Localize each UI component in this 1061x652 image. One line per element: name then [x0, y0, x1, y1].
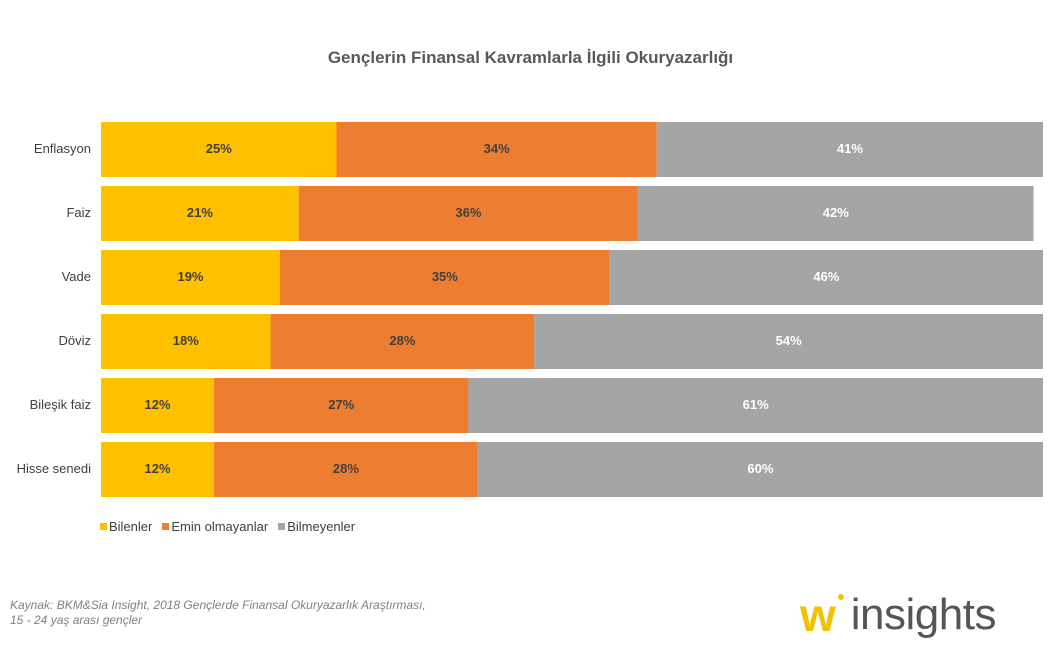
bar-segment-faiz-3	[637, 186, 1034, 241]
bar-segment-bileşik-faiz-1	[101, 378, 215, 433]
data-label: 12%	[145, 461, 171, 476]
legend-label: Bilenler	[109, 519, 153, 534]
source-line-2: 15 - 24 yaş arası gençler	[10, 613, 143, 627]
chart-title: Gençlerin Finansal Kavramlarla İlgili Ok…	[327, 48, 734, 67]
bar-segment-vade-3	[609, 250, 1043, 305]
data-label: 46%	[813, 269, 839, 284]
source-line-1: Kaynak: BKM&Sia Insight, 2018 Gençlerde …	[10, 598, 426, 612]
data-label: 12%	[145, 397, 171, 412]
data-label: 28%	[333, 461, 359, 476]
data-label: 19%	[177, 269, 203, 284]
bar-segment-vade-2	[279, 250, 610, 305]
category-label: Enflasyon	[34, 141, 91, 156]
source-note: Kaynak: BKM&Sia Insight, 2018 Gençlerde …	[10, 598, 426, 628]
logo-text: insights	[850, 590, 997, 639]
data-label: 42%	[823, 205, 849, 220]
stacked-bar-chart: Enflasyon 25% 34% 41% Faiz 21% 36% 42% Vade 19% 35…	[17, 122, 1043, 497]
data-label: 36%	[455, 205, 481, 220]
category-label: Hisse senedi	[17, 461, 92, 476]
bar-segment-enflasyon-1	[101, 122, 337, 177]
insights-logo: w insights	[800, 578, 997, 639]
bar-segment-faiz-1	[101, 186, 299, 241]
bar-segment-hisse-senedi-2	[214, 442, 478, 497]
bar-segment-bileşik-faiz-3	[468, 378, 1043, 433]
bar-segment-döviz-1	[101, 314, 271, 369]
category-label: Faiz	[66, 205, 91, 220]
data-label: 34%	[484, 141, 510, 156]
data-label: 18%	[173, 333, 199, 348]
bar-segment-hisse-senedi-3	[477, 442, 1043, 497]
bar-segment-hisse-senedi-1	[101, 442, 215, 497]
legend-item: Emin olmayanlar	[162, 519, 268, 534]
data-label: 27%	[328, 397, 354, 412]
data-label: 28%	[389, 333, 415, 348]
bar-segment-enflasyon-2	[336, 122, 657, 177]
category-label: Bileşik faiz	[30, 397, 91, 412]
legend: Bilenler Emin olmayanlar Bilmeyenler	[100, 519, 355, 534]
data-label: 61%	[743, 397, 769, 412]
legend-label: Bilmeyenler	[287, 519, 356, 534]
bar-segment-enflasyon-3	[656, 122, 1043, 177]
bar-segment-vade-1	[101, 250, 280, 305]
data-label: 60%	[747, 461, 773, 476]
legend-swatch	[100, 523, 107, 530]
legend-swatch	[162, 523, 170, 530]
data-label: 54%	[776, 333, 802, 348]
data-label: 21%	[187, 205, 213, 220]
data-label: 25%	[206, 141, 232, 156]
bar-segment-faiz-2	[298, 186, 638, 241]
bar-segment-bileşik-faiz-2	[214, 378, 469, 433]
legend-item: Bilenler	[100, 519, 152, 534]
logo-dot	[837, 594, 844, 600]
data-label: 41%	[837, 141, 863, 156]
bar-segment-döviz-2	[270, 314, 535, 369]
category-label: Vade	[62, 269, 91, 284]
legend-item: Bilmeyenler	[278, 519, 355, 534]
data-label: 35%	[432, 269, 458, 284]
legend-label: Emin olmayanlar	[171, 519, 269, 534]
legend-swatch	[278, 523, 286, 530]
bar-segment-döviz-3	[534, 314, 1043, 369]
category-label: Döviz	[58, 333, 91, 348]
logo-mark: w	[800, 592, 844, 638]
